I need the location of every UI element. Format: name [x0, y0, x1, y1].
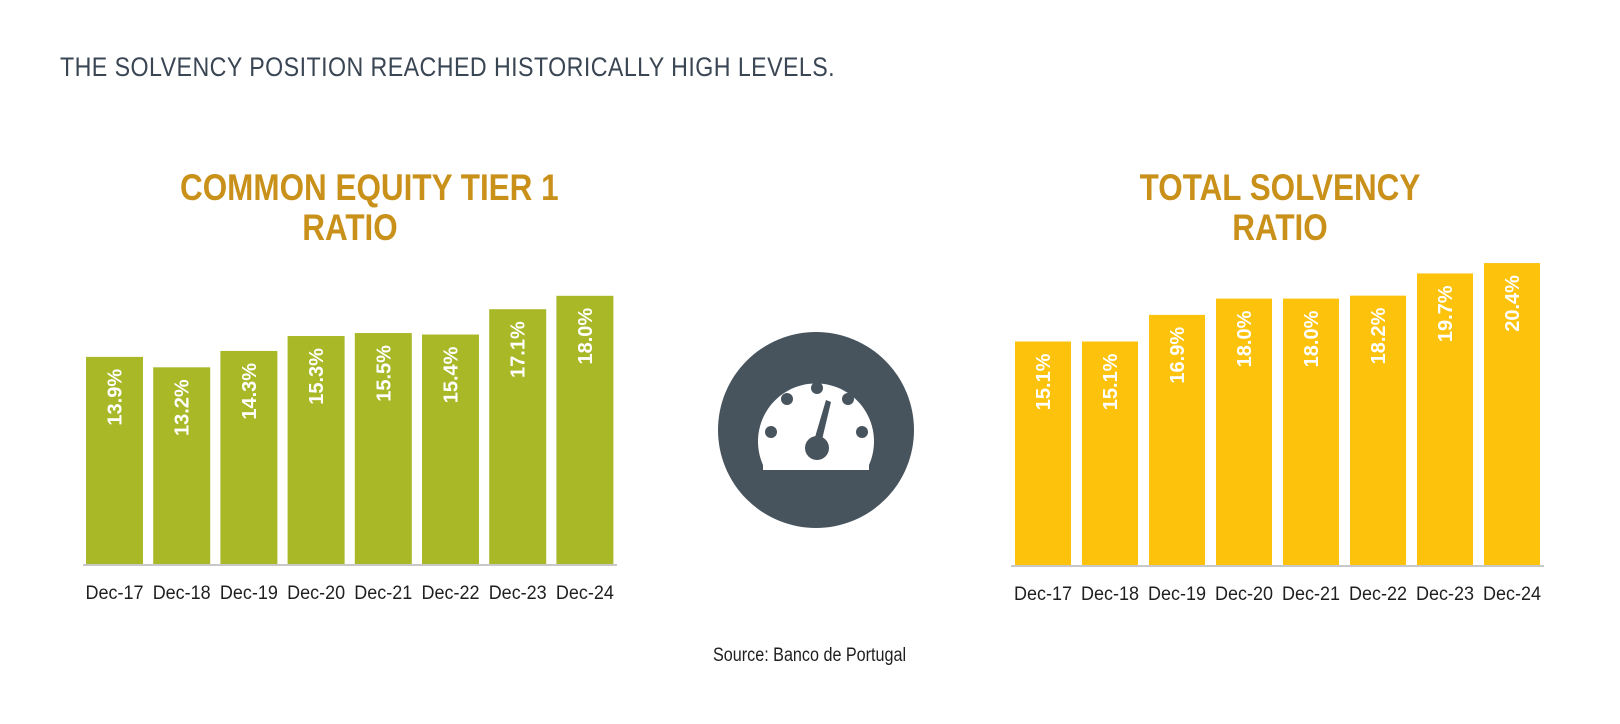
cet1-data-label: 13.2%	[172, 379, 194, 436]
total-tick-label: Dec-22	[1349, 584, 1407, 605]
cet1-bar-dec-22	[422, 334, 479, 564]
cet1-chart-title: COMMON EQUITY TIER 1 RATIO	[180, 167, 559, 248]
cet1-data-label: 13.9%	[105, 369, 127, 426]
cet1-bar-dec-21	[354, 333, 412, 564]
cet1-chart: 13.9% Dec-17 13.2% Dec-18 14.3% Dec-19 15.3% De…	[83, 295, 617, 604]
total-bar-dec-19	[1149, 314, 1205, 565]
total-title-line-1: TOTAL SOLVENCY	[1139, 167, 1421, 208]
cet1-data-label: 17.1%	[508, 321, 530, 378]
cet1-tick-label: Dec-23	[489, 583, 547, 604]
cet1-data-label: 15.5%	[373, 345, 395, 402]
total-bar-dec-23	[1417, 273, 1473, 565]
total-tick-label: Dec-17	[1014, 584, 1072, 605]
page-headline: THE SOLVENCY POSITION REACHED HISTORICAL…	[60, 52, 836, 82]
cet1-tick-label: Dec-22	[422, 583, 480, 604]
cet1-bar-dec-17	[86, 356, 143, 564]
cet1-bar-dec-19	[220, 350, 278, 564]
cet1-bar-dec-20	[287, 336, 345, 564]
total-tick-label: Dec-20	[1215, 584, 1273, 605]
cet1-tick-label: Dec-19	[220, 583, 278, 604]
total-chart-title: TOTAL SOLVENCY RATIO	[1110, 168, 1450, 248]
total-bar-dec-17	[1015, 341, 1071, 565]
cet1-data-label: 15.3%	[306, 348, 328, 405]
cet1-tick-label: Dec-20	[287, 583, 345, 604]
total-data-label: 15.1%	[1100, 353, 1122, 410]
total-data-label: 18.0%	[1234, 310, 1256, 367]
total-title-line-2: RATIO	[1232, 207, 1328, 248]
total-bar-dec-24	[1484, 263, 1540, 565]
cet1-data-label: 14.3%	[239, 363, 261, 420]
total-bar-dec-20	[1216, 298, 1272, 565]
speedometer-icon	[718, 332, 914, 528]
cet1-bar-dec-23	[489, 309, 547, 564]
total-tick-label: Dec-21	[1282, 584, 1340, 605]
total-tick-label: Dec-23	[1416, 584, 1474, 605]
cet1-title-line-2: RATIO	[302, 207, 398, 248]
total-data-label: 18.2%	[1368, 307, 1390, 364]
total-bar-dec-22	[1350, 295, 1406, 565]
cet1-tick-label: Dec-24	[556, 583, 614, 604]
cet1-bar-dec-18	[153, 367, 211, 564]
source-note: Source: Banco de Portugal	[0, 645, 1620, 667]
cet1-title-line-1: COMMON EQUITY TIER 1	[180, 167, 559, 208]
total-bar-dec-21	[1283, 298, 1339, 565]
total-chart: 15.1% Dec-17 15.1% Dec-18 16.9% Dec-19 18.0% De…	[1011, 263, 1544, 605]
total-data-label: 19.7%	[1435, 285, 1457, 342]
cet1-data-label: 15.4%	[441, 346, 463, 403]
total-data-label: 15.1%	[1033, 353, 1055, 410]
cet1-bar-dec-24	[556, 295, 614, 564]
source-text: Source: Banco de Portugal	[713, 645, 907, 666]
total-tick-label: Dec-19	[1148, 584, 1206, 605]
total-data-label: 20.4%	[1502, 275, 1524, 332]
cet1-tick-label: Dec-21	[354, 583, 412, 604]
cet1-data-label: 18.0%	[575, 308, 597, 365]
total-data-label: 18.0%	[1301, 310, 1323, 367]
cet1-tick-label: Dec-17	[86, 583, 144, 604]
total-tick-label: Dec-18	[1081, 584, 1139, 605]
total-bar-dec-18	[1082, 341, 1138, 565]
total-tick-label: Dec-24	[1483, 584, 1541, 605]
total-data-label: 16.9%	[1167, 327, 1189, 384]
cet1-tick-label: Dec-18	[153, 583, 211, 604]
